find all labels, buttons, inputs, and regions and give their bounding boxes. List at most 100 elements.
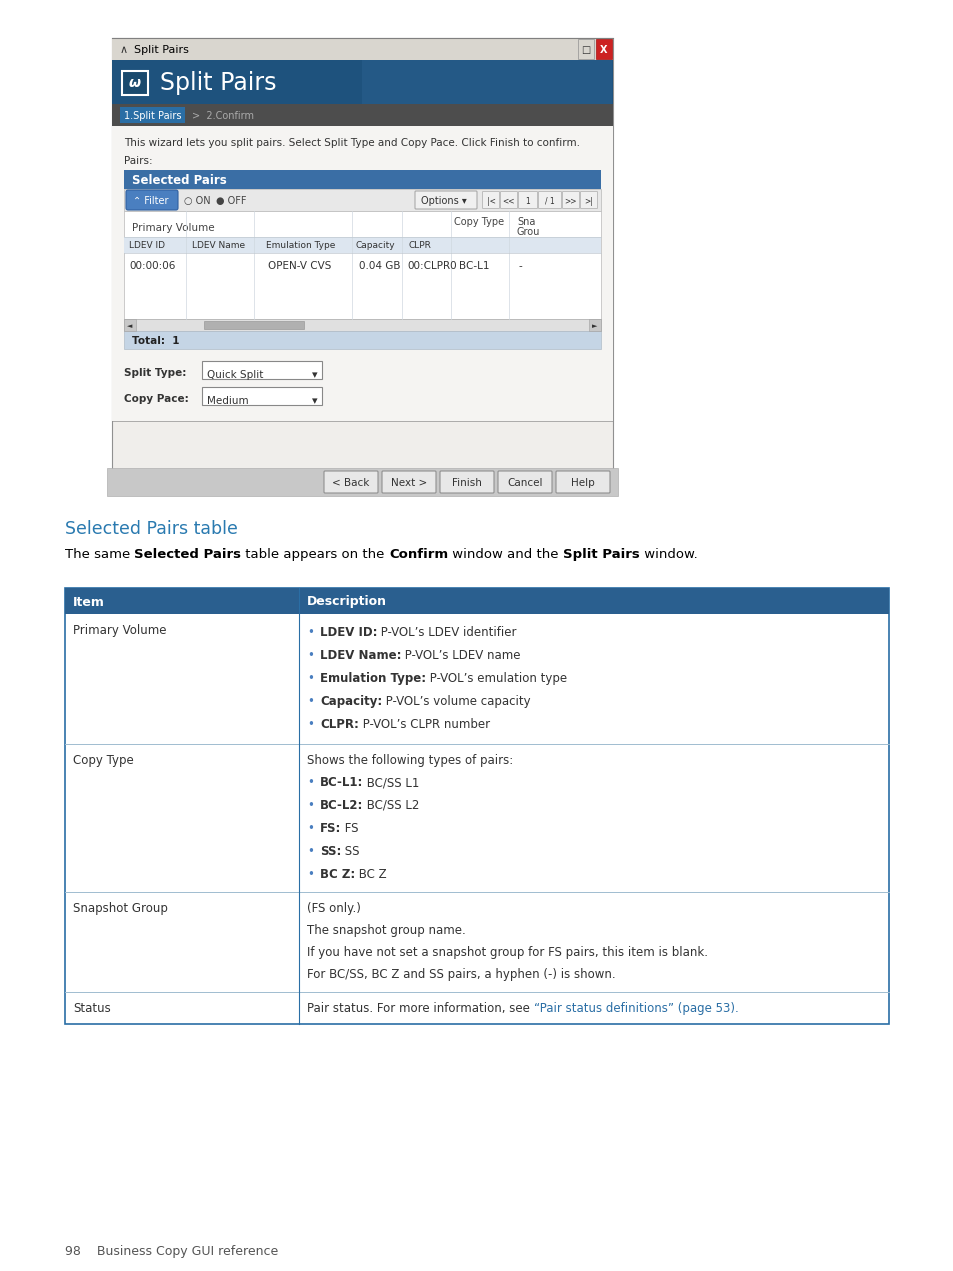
Text: BC-L2:: BC-L2: [319, 799, 363, 812]
Text: Primary Volume: Primary Volume [73, 624, 167, 637]
Text: Total:  1: Total: 1 [132, 336, 179, 346]
Text: ∧: ∧ [120, 44, 128, 55]
Text: Selected Pairs: Selected Pairs [134, 548, 241, 561]
Bar [65, 588, 888, 1024]
Text: The snapshot group name.: The snapshot group name. [307, 924, 465, 937]
Text: ◄: ◄ [127, 323, 132, 329]
Text: >|: >| [584, 197, 593, 206]
Bar [124, 330, 600, 350]
Text: <<: << [502, 197, 515, 206]
Text: •: • [307, 822, 314, 835]
Text: P-VOL’s LDEV identifier: P-VOL’s LDEV identifier [377, 627, 517, 639]
Text: < Back: < Back [332, 478, 370, 488]
Text: Grou: Grou [517, 228, 539, 236]
Bar [107, 468, 618, 496]
Text: BC/SS L1: BC/SS L1 [363, 777, 419, 789]
Bar [202, 361, 322, 379]
Text: LDEV Name: LDEV Name [192, 241, 245, 250]
Text: The same: The same [65, 548, 134, 561]
Text: Shows the following types of pairs:: Shows the following types of pairs: [307, 754, 513, 766]
Text: |<: |< [486, 197, 495, 206]
Text: ▾: ▾ [312, 370, 317, 380]
Bar [124, 319, 600, 330]
Text: Split Pairs: Split Pairs [562, 548, 639, 561]
FancyBboxPatch shape [556, 472, 609, 493]
Text: Copy Type: Copy Type [454, 217, 503, 228]
Bar [202, 386, 322, 405]
Text: Capacity: Capacity [355, 241, 395, 250]
Text: Split Pairs: Split Pairs [133, 44, 189, 55]
FancyBboxPatch shape [537, 192, 561, 208]
Text: Finish: Finish [452, 478, 481, 488]
Text: Selected Pairs: Selected Pairs [132, 174, 227, 187]
Bar [112, 104, 613, 126]
Text: window and the: window and the [448, 548, 562, 561]
Bar [65, 588, 888, 614]
Text: ○ ON: ○ ON [184, 196, 211, 206]
Text: FS: FS [341, 822, 358, 835]
Text: Copy Pace:: Copy Pace: [124, 394, 189, 404]
Bar [124, 189, 600, 211]
Text: Emulation Type:: Emulation Type: [319, 672, 426, 685]
Text: Split Pairs: Split Pairs [160, 71, 276, 95]
Text: Primary Volume: Primary Volume [132, 222, 214, 233]
Text: Item: Item [73, 596, 105, 609]
Text: •: • [307, 868, 314, 881]
Text: SS: SS [341, 845, 359, 858]
Bar [124, 236, 600, 253]
Bar [124, 211, 600, 319]
Text: Confirm: Confirm [389, 548, 448, 561]
Text: FS:: FS: [319, 822, 341, 835]
Text: BC Z:: BC Z: [319, 868, 355, 881]
Text: OPEN-V CVS: OPEN-V CVS [268, 261, 331, 271]
Text: LDEV ID:: LDEV ID: [319, 627, 377, 639]
Text: (FS only.): (FS only.) [307, 902, 360, 915]
Text: Cancel: Cancel [507, 478, 542, 488]
Bar [361, 60, 612, 104]
Text: >  2.Confirm: > 2.Confirm [192, 111, 253, 121]
Text: window.: window. [639, 548, 697, 561]
Text: •: • [307, 627, 314, 639]
Text: BC-L1:: BC-L1: [319, 777, 363, 789]
Text: LDEV Name:: LDEV Name: [319, 649, 401, 662]
Text: Help: Help [571, 478, 595, 488]
Text: Snapshot Group: Snapshot Group [73, 902, 168, 915]
Text: Capacity:: Capacity: [319, 695, 382, 708]
Text: P-VOL’s emulation type: P-VOL’s emulation type [426, 672, 567, 685]
Text: •: • [307, 695, 314, 708]
Text: Medium: Medium [207, 397, 249, 405]
FancyBboxPatch shape [500, 192, 517, 208]
Bar [204, 322, 304, 329]
Bar [596, 39, 612, 58]
FancyBboxPatch shape [381, 472, 436, 493]
Text: Selected Pairs table: Selected Pairs table [65, 520, 237, 538]
FancyBboxPatch shape [415, 191, 476, 208]
Text: Pairs:: Pairs: [124, 156, 152, 167]
Text: -: - [518, 261, 522, 271]
Text: Copy Type: Copy Type [73, 754, 133, 766]
Bar [578, 39, 594, 58]
Bar [112, 126, 613, 421]
FancyBboxPatch shape [562, 192, 578, 208]
Bar [112, 38, 613, 473]
Text: For BC/SS, BC Z and SS pairs, a hyphen (-) is shown.: For BC/SS, BC Z and SS pairs, a hyphen (… [307, 969, 615, 981]
Text: CLPR: CLPR [409, 241, 432, 250]
Text: 98    Business Copy GUI reference: 98 Business Copy GUI reference [65, 1246, 278, 1258]
FancyBboxPatch shape [482, 192, 499, 208]
FancyBboxPatch shape [126, 189, 178, 210]
Bar [588, 319, 600, 330]
FancyBboxPatch shape [518, 192, 537, 208]
Text: ω: ω [129, 76, 141, 90]
Text: LDEV ID: LDEV ID [129, 241, 165, 250]
Bar [124, 170, 600, 189]
Text: “Pair status definitions” (page 53).: “Pair status definitions” (page 53). [533, 1002, 738, 1016]
Text: P-VOL’s volume capacity: P-VOL’s volume capacity [382, 695, 530, 708]
Text: P-VOL’s CLPR number: P-VOL’s CLPR number [358, 718, 490, 731]
Text: 00:00:06: 00:00:06 [129, 261, 175, 271]
Text: Sna: Sna [517, 217, 535, 228]
Bar [112, 60, 613, 104]
Text: □: □ [580, 44, 590, 55]
Text: CLPR:: CLPR: [319, 718, 358, 731]
Bar [120, 107, 185, 123]
Text: Pair status. For more information, see: Pair status. For more information, see [307, 1002, 533, 1016]
